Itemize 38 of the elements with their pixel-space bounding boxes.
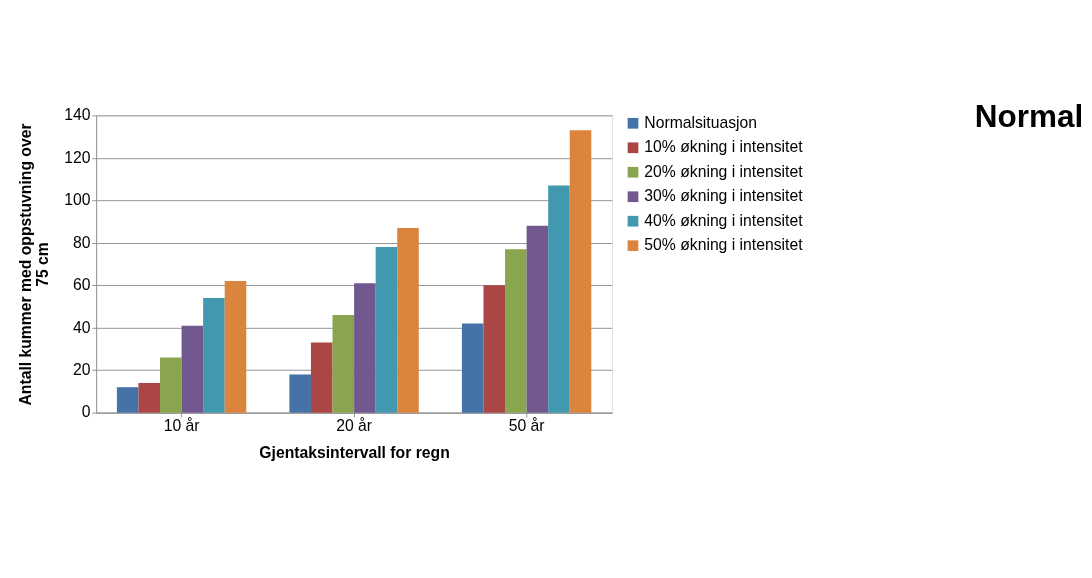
legend-label: 20% økning i intensitet [644, 162, 804, 180]
legend-label: 10% økning i intensitet [644, 138, 804, 156]
y-tick-label: 140 [64, 106, 91, 124]
bar [138, 382, 161, 413]
text: Normal [974, 98, 1084, 134]
bar [310, 342, 333, 413]
x-tick-label: 20 år [336, 417, 373, 435]
bar [505, 249, 527, 413]
x-axis-title: Gjentaksintervall for regn [259, 443, 450, 461]
bar [526, 225, 549, 413]
bar [160, 357, 182, 413]
y-tick-label: 40 [73, 318, 91, 336]
y-tick-label: 20 [73, 361, 91, 379]
bar [461, 323, 484, 413]
x-tick-label: 50 år [508, 417, 545, 435]
bar [224, 281, 247, 413]
y-axis-title: Antall kummer med oppstuvning over 75 cm [17, 123, 52, 406]
y-tick-label: 100 [64, 191, 91, 209]
legend-label: 30% økning i intensitet [644, 187, 804, 205]
bar [181, 325, 204, 413]
bar [332, 315, 355, 413]
legend-label: 50% økning i intensitet [644, 236, 804, 254]
bar [483, 285, 506, 413]
y-tick-label: 60 [73, 276, 91, 294]
bar [116, 387, 139, 413]
x-tick-label: 10 år [163, 417, 200, 435]
bar [548, 185, 570, 413]
bar [289, 374, 311, 413]
bar [375, 247, 398, 413]
y-tick-label: 120 [64, 148, 91, 166]
bar [397, 227, 419, 413]
y-tick-label: 0 [81, 403, 91, 421]
bar [203, 298, 225, 413]
bar [354, 283, 376, 413]
bar [569, 130, 592, 413]
y-tick-label: 80 [73, 233, 91, 251]
legend-label: 40% økning i intensitet [644, 211, 804, 229]
legend-label: Normalsituasjon [644, 113, 758, 131]
